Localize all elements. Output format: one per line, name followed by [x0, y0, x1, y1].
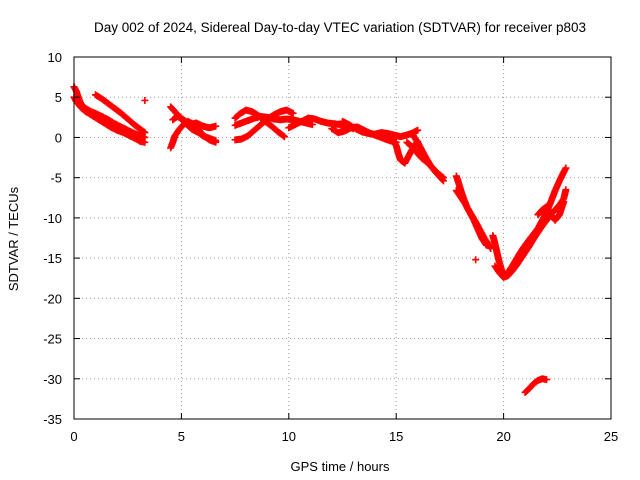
y-tick-label: -20 [43, 291, 62, 306]
y-tick-label: -15 [43, 251, 62, 266]
data-point [482, 240, 490, 248]
y-tick-label: -25 [43, 332, 62, 347]
data-point [141, 138, 149, 146]
data-point [439, 177, 447, 185]
plot-frame [73, 56, 612, 420]
y-tick-labels: 10 5 0 -5 -10 -15 -20 -25 -30 -35 [43, 50, 62, 427]
y-tick-label: -30 [43, 372, 62, 387]
y-axis-label: SDTVAR / TECUs [6, 186, 21, 291]
x-tick-label: 10 [282, 429, 296, 444]
y-tick-label: 10 [48, 50, 62, 65]
data-point [439, 176, 447, 184]
x-tick-label: 20 [496, 429, 510, 444]
data-point [472, 256, 480, 264]
x-tick-label: 5 [178, 429, 185, 444]
y-tick-label: -35 [43, 412, 62, 427]
data-point [281, 133, 289, 141]
data-point [562, 186, 570, 194]
x-tick-labels: 0 5 10 15 20 25 [70, 429, 618, 444]
data-point [562, 164, 570, 172]
data-point [140, 128, 148, 136]
y-tick-label: -5 [50, 171, 62, 186]
data-point [279, 132, 287, 140]
data-point [308, 121, 316, 129]
x-tick-label: 25 [604, 429, 618, 444]
data-point [560, 198, 568, 206]
data-point [482, 241, 490, 249]
data-point [212, 138, 220, 146]
gridlines [74, 57, 611, 419]
data-point [212, 122, 220, 130]
data-point [414, 126, 422, 134]
data-point [543, 376, 551, 384]
axis-ticks [73, 56, 612, 420]
data-point [289, 109, 297, 117]
y-tick-label: 5 [55, 90, 62, 105]
chart-title: Day 002 of 2024, Sidereal Day-to-day VTE… [94, 20, 586, 35]
y-tick-label: 0 [55, 130, 62, 145]
x-axis-label: GPS time / hours [291, 459, 390, 474]
y-tick-label: -10 [43, 211, 62, 226]
data-points [70, 83, 570, 396]
x-tick-label: 15 [389, 429, 403, 444]
data-point [141, 129, 149, 137]
data-point [141, 96, 149, 104]
x-tick-label: 0 [70, 429, 77, 444]
